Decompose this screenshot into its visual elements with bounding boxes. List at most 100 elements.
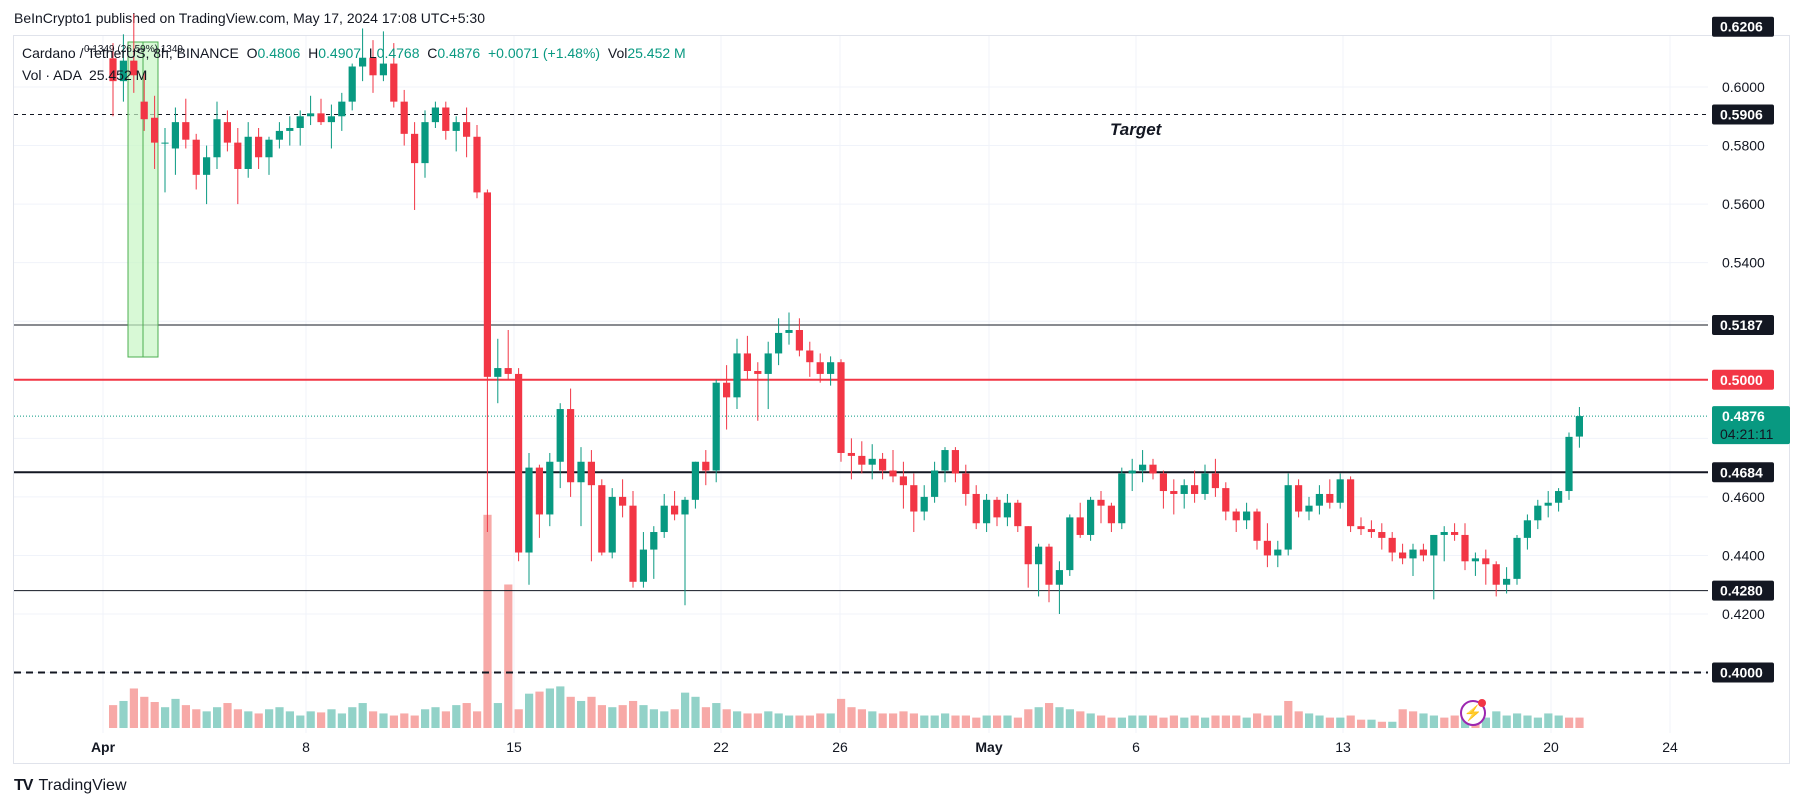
candle-body	[234, 142, 242, 169]
volume-bar	[389, 715, 398, 728]
volume-bar	[930, 715, 939, 728]
candle-body	[827, 362, 835, 374]
candle-body	[1263, 540, 1271, 556]
volume-bar	[1221, 715, 1230, 728]
candle-body	[910, 485, 918, 512]
level-badge-label: 0.4684	[1720, 464, 1763, 480]
candle-body	[1201, 473, 1209, 494]
price-tick-label: 0.4600	[1722, 489, 1765, 505]
candle-body	[109, 58, 117, 82]
volume-bar	[1284, 700, 1293, 728]
candle-body	[556, 409, 564, 462]
candle-body	[837, 362, 845, 453]
volume-bar	[379, 713, 388, 728]
volume-bar	[1523, 715, 1532, 728]
volume-bar	[1065, 709, 1074, 728]
candle-body	[161, 142, 169, 144]
candle-body	[1035, 546, 1043, 565]
volume-bar	[1034, 707, 1043, 728]
candle-body	[1544, 502, 1552, 506]
volume-bar	[649, 709, 658, 728]
volume-bar	[223, 703, 232, 728]
candle-body	[1367, 529, 1375, 533]
candle-body	[1139, 464, 1147, 471]
candle-body	[743, 353, 751, 371]
volume-bar	[1107, 717, 1116, 728]
candle-body	[1347, 479, 1355, 527]
volume-bar	[722, 709, 731, 728]
volume-bar	[857, 709, 866, 728]
volume-bar	[639, 705, 648, 728]
symbol-name: Cardano / TetherUS, 8h, BINANCE	[22, 45, 239, 61]
candle-body	[1128, 470, 1136, 474]
price-tick-label: 0.5400	[1722, 255, 1765, 271]
candle-body	[619, 496, 627, 506]
candle-body	[983, 499, 991, 524]
candle-body	[1357, 526, 1365, 530]
candle-body	[1055, 570, 1063, 585]
candle-body	[639, 549, 647, 582]
volume-bar	[358, 703, 367, 728]
candle-body	[775, 332, 783, 354]
volume-bar	[712, 703, 721, 728]
candle-body	[629, 505, 637, 582]
vol-label: Vol	[607, 45, 628, 61]
candle-body	[1180, 485, 1188, 494]
time-tick-label: 8	[302, 739, 310, 755]
candle-body	[660, 505, 668, 533]
candle-body	[1170, 491, 1178, 494]
volume-bar	[972, 717, 981, 728]
measure-tool	[127, 41, 159, 358]
volume-bar	[535, 691, 544, 728]
volume-bar	[525, 693, 534, 728]
candle-body	[1451, 532, 1459, 535]
candle-body	[504, 368, 512, 374]
volume-bar	[1211, 715, 1220, 728]
volume-bar	[1159, 717, 1168, 728]
volume-bar	[1003, 715, 1012, 728]
volume-bar	[462, 703, 471, 728]
open-label: O	[246, 45, 258, 61]
volume-bar	[129, 688, 138, 728]
candle-body	[1003, 502, 1011, 518]
volume-bar	[1554, 715, 1563, 728]
candle-body	[1232, 511, 1240, 521]
volume-bar	[566, 696, 575, 728]
last-price-badge	[1712, 406, 1790, 445]
volume-bar	[587, 696, 596, 728]
volume-bar	[493, 703, 502, 728]
candle-body	[1222, 488, 1230, 512]
candle-body	[1087, 499, 1095, 535]
volume-bar	[681, 692, 690, 728]
volume-bar	[764, 711, 773, 728]
volume-bar	[556, 686, 565, 728]
volume-bar	[805, 715, 814, 728]
volume-bar	[577, 700, 586, 728]
volume-bar	[743, 713, 752, 728]
candle-body	[899, 476, 907, 486]
volume-bar	[1565, 717, 1574, 728]
candle-body	[1159, 473, 1167, 492]
candle-body	[535, 467, 543, 515]
volume-bar	[275, 707, 284, 728]
time-tick-label: 22	[713, 739, 729, 755]
candle-body	[1253, 511, 1261, 541]
footer-brand[interactable]: TV TradingView	[14, 777, 127, 795]
candle-body	[1399, 552, 1407, 559]
candle-body	[1024, 526, 1032, 565]
vol-series-name: Vol · ADA	[22, 67, 82, 83]
candle-body	[847, 452, 855, 456]
candle-body	[587, 461, 595, 486]
volume-bar	[1440, 717, 1449, 728]
candle-body	[130, 60, 138, 76]
brand-name: TradingView	[38, 777, 127, 794]
price-axis: 0.6000 0.5800 0.5600 0.5400 0.4600 0.4400 0.42…	[1712, 16, 1790, 683]
candle-body	[1149, 464, 1157, 474]
volume-bars	[109, 514, 1584, 728]
volume-bar	[1450, 715, 1459, 728]
volume-bar	[1502, 715, 1511, 728]
candle-body	[483, 192, 491, 377]
candle-body	[1430, 534, 1438, 556]
volume-bar	[1138, 715, 1147, 728]
